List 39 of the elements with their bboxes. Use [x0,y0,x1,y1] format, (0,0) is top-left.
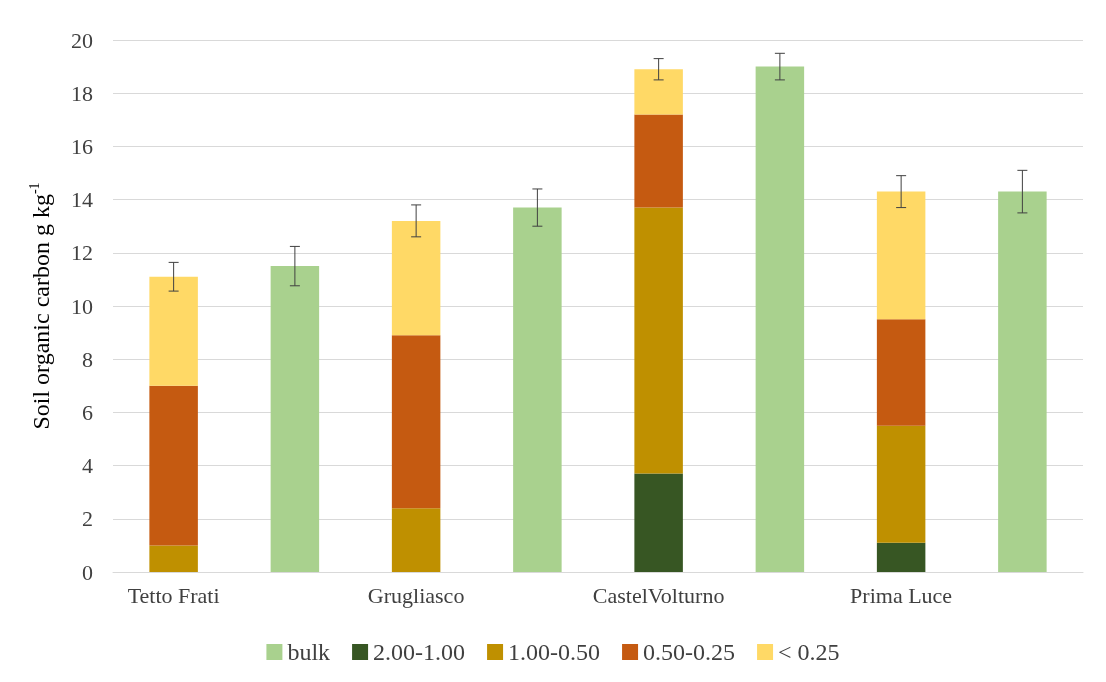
bar [634,473,683,572]
y-tick-label: 4 [82,453,93,479]
bar [876,542,926,572]
y-tick-label: 10 [71,293,93,319]
bar [149,545,198,572]
bar [876,425,926,543]
y-tick-label: 16 [71,133,93,159]
bar [391,335,441,509]
bar [876,191,926,320]
bar [149,276,198,386]
y-tick-label: 20 [71,27,93,53]
legend-label: 0.50-0.25 [643,639,736,665]
bar [634,69,683,115]
bar [634,207,683,474]
y-tick-label: 12 [71,240,93,266]
legend-label: bulk [287,639,331,665]
bar [513,207,562,572]
legend-label: < 0.25 [778,639,840,665]
x-tick-label: CastelVolturno [592,582,725,608]
y-tick-label: 2 [82,506,93,532]
x-tick-label: Prima Luce [850,582,953,608]
bar [270,266,320,572]
bar [998,191,1047,572]
x-tick-label: Grugliasco [367,582,465,608]
bar [149,385,198,546]
x-tick-label: Tetto Frati [127,582,220,608]
y-tick-label: 8 [82,346,93,372]
bar [391,508,441,572]
y-tick-label: 14 [71,187,93,213]
bar [876,319,926,426]
y-tick-label: 18 [71,80,93,106]
y-axis-title: Soil organic carbon g kg-1 [26,182,54,430]
y-tick-label: 0 [82,559,93,585]
bar [755,66,805,572]
y-tick-label: 6 [82,399,93,425]
bar [391,220,441,336]
bar [634,114,683,208]
legend-label: 1.00-0.50 [508,639,601,665]
legend-label: 2.00-1.00 [373,639,466,665]
